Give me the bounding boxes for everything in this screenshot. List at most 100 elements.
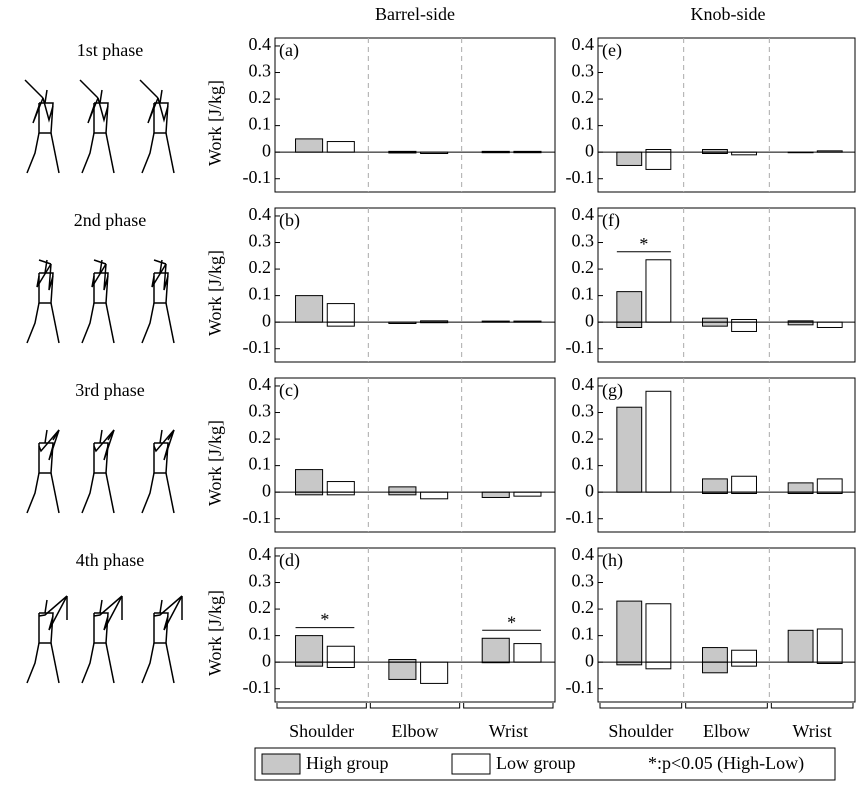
bar-negative <box>731 321 757 332</box>
bar-positive <box>816 628 843 663</box>
bar-negative <box>295 661 324 667</box>
bar-positive <box>645 390 672 493</box>
bar-positive <box>816 478 843 493</box>
y-tick-label: 0.3 <box>572 231 595 251</box>
stick-figure <box>141 472 155 514</box>
legend-swatch <box>261 753 301 775</box>
bar-negative <box>420 491 449 500</box>
bar-positive <box>702 478 728 493</box>
stick-figure <box>153 259 167 265</box>
bar-positive <box>616 600 643 663</box>
bar-positive <box>731 649 757 663</box>
y-tick-label: 0.2 <box>249 87 272 107</box>
bar-negative <box>816 321 843 328</box>
panel-frame <box>274 37 556 193</box>
stick-figure <box>38 429 60 453</box>
stick-figure <box>87 97 99 124</box>
panel-label: (a) <box>279 40 299 61</box>
y-axis-label: Work [J/kg] <box>205 250 225 336</box>
significance-mark: * <box>507 612 516 632</box>
y-tick-label: 0.3 <box>249 571 272 591</box>
category-bracket <box>369 703 461 709</box>
panel-label: (d) <box>279 550 300 571</box>
y-tick-label: -0.1 <box>243 677 272 697</box>
significance-mark: * <box>320 610 329 630</box>
y-tick-label: 0.4 <box>572 204 595 224</box>
bar-positive <box>616 291 643 323</box>
bar-positive <box>702 647 728 663</box>
column-title: Knob-side <box>691 4 766 24</box>
stick-figure <box>36 263 52 288</box>
stick-figure <box>167 429 175 441</box>
stick-figure <box>93 259 107 265</box>
y-tick-label: 0.2 <box>249 597 272 617</box>
y-tick-label: 0.1 <box>249 284 272 304</box>
bar-positive <box>645 259 672 323</box>
bar-negative <box>420 661 449 684</box>
bar-positive <box>295 469 324 493</box>
category-bracket <box>463 703 554 709</box>
category-bracket <box>685 703 768 709</box>
bar-negative <box>731 661 757 667</box>
bar-negative <box>481 491 510 498</box>
stick-figure <box>105 642 115 684</box>
panel-label: (e) <box>602 40 622 61</box>
y-tick-label: 0 <box>262 140 271 160</box>
stick-figure <box>151 263 167 288</box>
y-tick-label: 0 <box>262 310 271 330</box>
stick-figure <box>38 442 54 474</box>
y-tick-label: -0.1 <box>566 677 595 697</box>
y-tick-label: -0.1 <box>243 167 272 187</box>
panel-frame <box>597 207 856 363</box>
y-tick-label: 0.1 <box>572 454 595 474</box>
stick-figure <box>81 642 95 684</box>
y-tick-label: -0.1 <box>566 337 595 357</box>
stick-figure <box>165 472 175 514</box>
stick-figure <box>139 79 159 99</box>
stick-figure <box>99 599 103 614</box>
stick-figure <box>48 595 68 631</box>
stick-figure <box>153 272 169 304</box>
panel-label: (b) <box>279 210 300 231</box>
bar-negative <box>513 491 542 497</box>
stick-figure <box>79 79 99 99</box>
stick-figure <box>159 599 163 614</box>
y-axis-label: Work [J/kg] <box>205 80 225 166</box>
stick-figure <box>26 642 40 684</box>
significance-mark: * <box>639 234 648 254</box>
stick-figure <box>81 472 95 514</box>
x-tick-label: Wrist <box>793 721 832 741</box>
y-tick-label: -0.1 <box>243 337 272 357</box>
panel-frame <box>597 547 856 703</box>
y-tick-label: 0.4 <box>249 544 272 564</box>
stick-figure <box>26 472 40 514</box>
bar-negative <box>616 321 643 328</box>
stick-figure <box>93 272 109 304</box>
stick-figure <box>141 132 155 174</box>
panel-frame <box>274 547 556 703</box>
stick-figure <box>48 263 54 291</box>
y-axis-label: Work [J/kg] <box>205 420 225 506</box>
y-axis-label: Work [J/kg] <box>205 590 225 676</box>
stick-figure <box>48 429 60 461</box>
stick-figure <box>50 302 60 344</box>
significance-note: *:p<0.05 (High-Low) <box>648 753 804 774</box>
y-tick-label: -0.1 <box>566 167 595 187</box>
stick-figure <box>105 302 115 344</box>
x-tick-label: Elbow <box>703 721 750 741</box>
bar-negative <box>645 661 672 670</box>
panel-label: (h) <box>602 550 623 571</box>
stick-figure <box>42 97 54 123</box>
bar-negative <box>702 661 728 674</box>
stick-figure <box>153 442 169 474</box>
bar-negative <box>326 661 355 668</box>
stick-figure <box>105 132 115 174</box>
y-tick-label: 0.3 <box>249 61 272 81</box>
bar-negative <box>388 661 417 680</box>
y-tick-label: 0.4 <box>249 204 272 224</box>
legend-swatch <box>451 753 491 775</box>
y-tick-label: 0.1 <box>249 454 272 474</box>
stick-figure <box>26 132 40 174</box>
y-tick-label: 0 <box>262 650 271 670</box>
y-tick-label: 0 <box>585 310 594 330</box>
